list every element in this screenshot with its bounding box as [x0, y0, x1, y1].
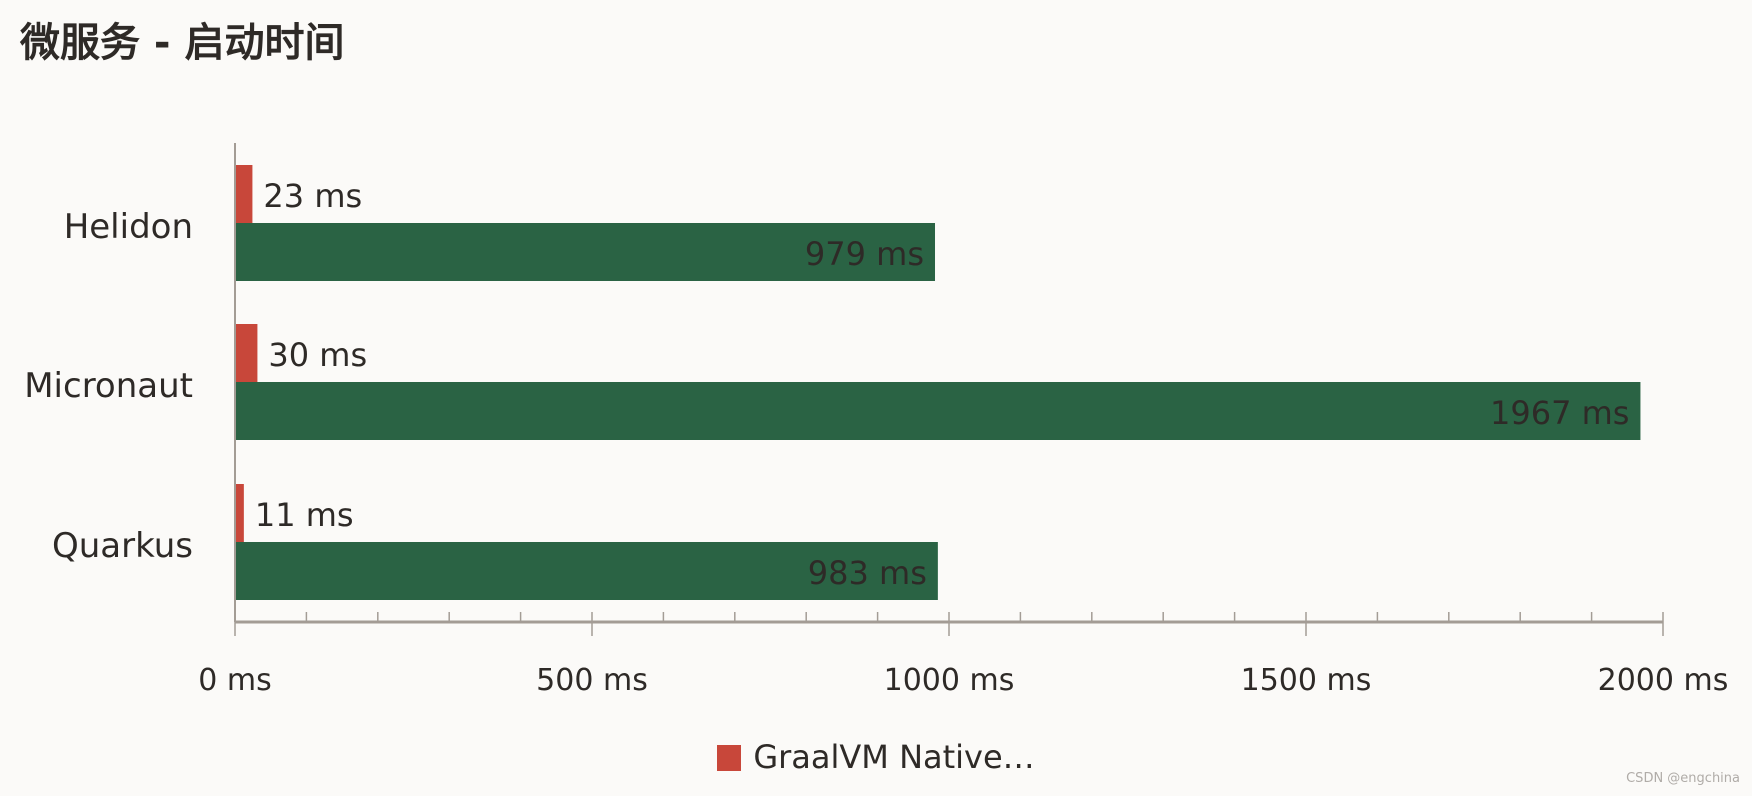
bar-jvm — [236, 382, 1641, 440]
bar-jvm — [236, 223, 936, 281]
category-label: Quarkus — [52, 526, 193, 566]
x-tick-label: 0 ms — [198, 663, 271, 698]
data-label: 979 ms — [805, 235, 924, 273]
x-tick-label: 2000 ms — [1598, 663, 1729, 698]
x-tick-label: 1000 ms — [884, 663, 1015, 698]
category-label: Helidon — [64, 207, 193, 247]
data-label: 11 ms — [255, 496, 354, 534]
watermark: CSDN @engchina — [1626, 771, 1740, 786]
legend: GraalVM Native… — [0, 738, 1752, 776]
x-tick-label: 1500 ms — [1241, 663, 1372, 698]
bar-jvm — [236, 542, 938, 600]
bar-native — [236, 324, 258, 382]
chart-title: 微服务 - 启动时间 — [20, 20, 345, 66]
data-label: 23 ms — [263, 177, 362, 215]
bar-native — [236, 484, 244, 542]
bar-native — [236, 165, 253, 223]
data-label: 30 ms — [268, 336, 367, 374]
data-label: 1967 ms — [1490, 394, 1629, 432]
legend-swatch — [717, 745, 742, 771]
x-tick-label: 500 ms — [536, 663, 648, 698]
category-label: Micronaut — [24, 366, 193, 406]
legend-label[interactable]: GraalVM Native… — [753, 738, 1035, 776]
data-label: 983 ms — [808, 554, 927, 592]
